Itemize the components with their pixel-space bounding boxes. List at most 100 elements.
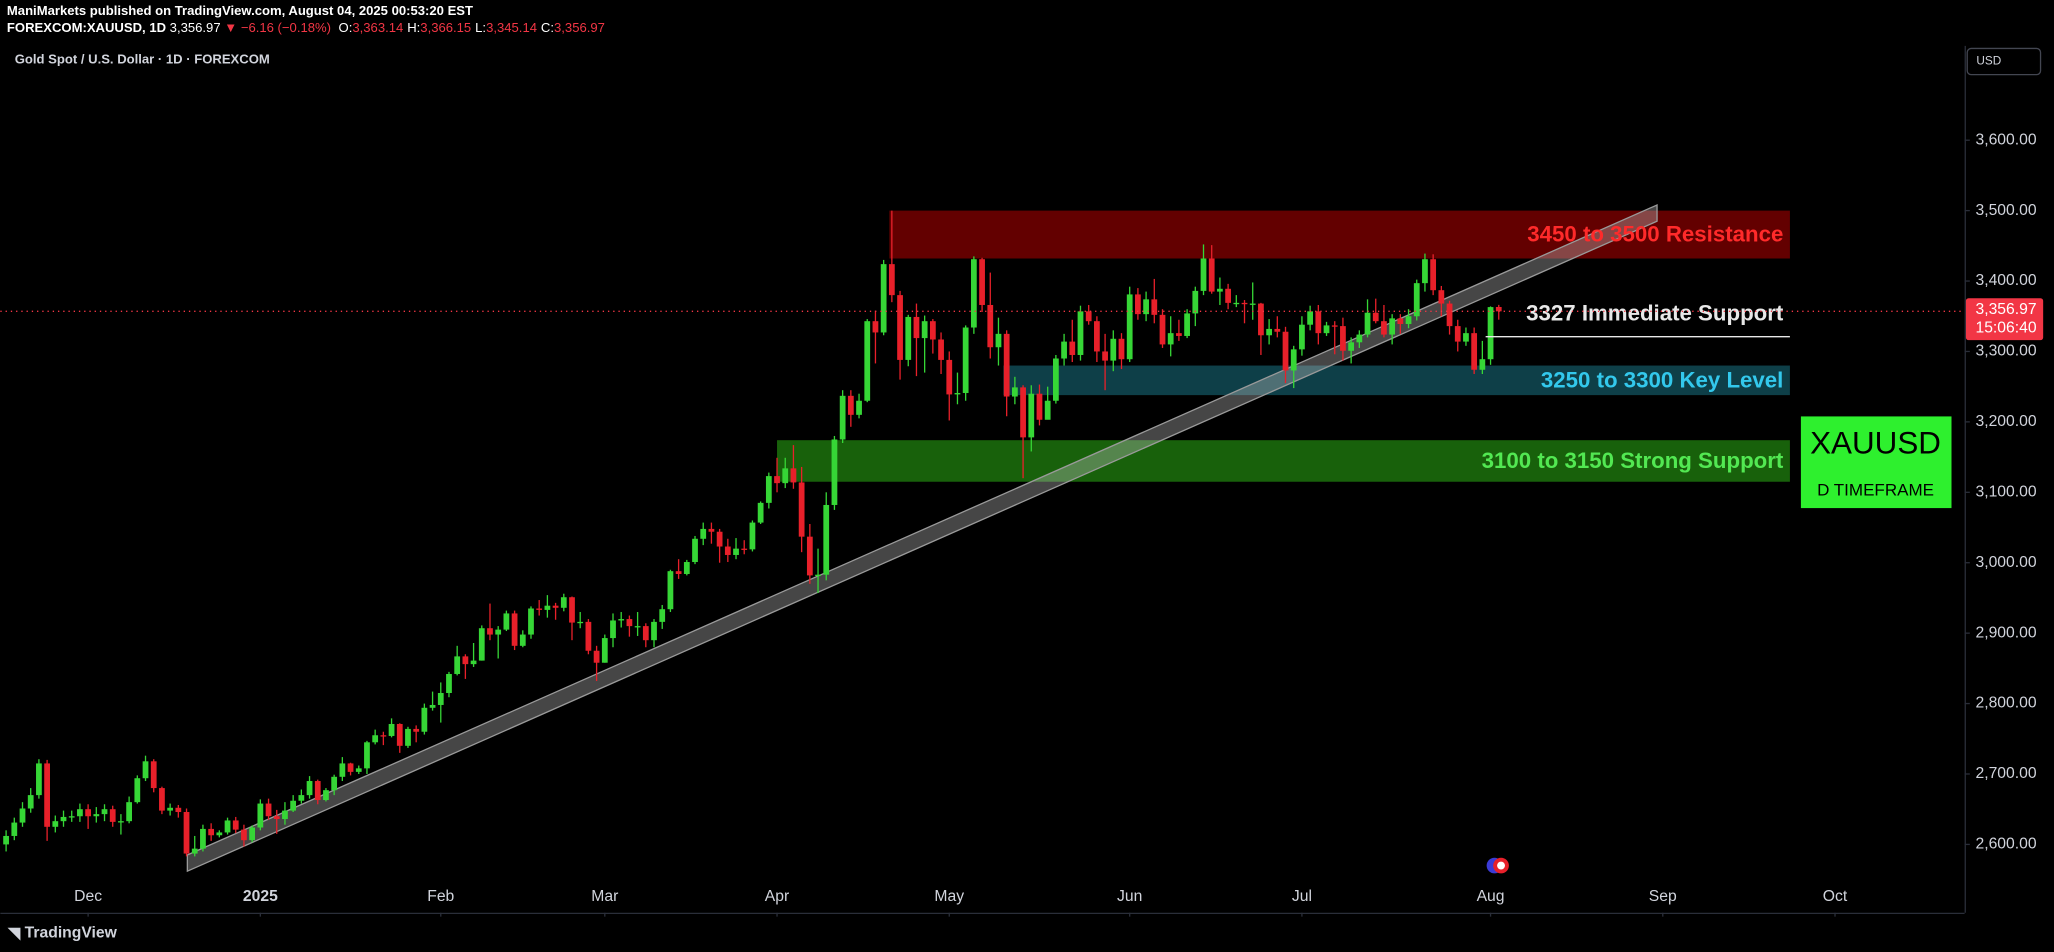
candle-body: [142, 761, 149, 779]
y-tick-label: 2,900.00: [1975, 624, 2036, 641]
candle-body: [872, 321, 879, 333]
news-icon: [1486, 857, 1509, 874]
candle-body: [1487, 307, 1494, 360]
currency-button[interactable]: [1966, 47, 2042, 76]
candle-body: [1299, 324, 1305, 350]
candle-body: [421, 707, 428, 732]
candle-body: [782, 468, 789, 484]
candle-body: [134, 778, 141, 803]
x-tick-label: Dec: [74, 888, 102, 905]
candle-body: [1151, 299, 1158, 315]
candle-body: [314, 781, 321, 801]
candle-body: [495, 629, 502, 635]
x-tick-label: Jul: [1292, 888, 1312, 905]
candle-body: [536, 608, 543, 610]
candle-body: [995, 333, 1002, 348]
candle-body: [126, 802, 133, 822]
candle-body: [191, 848, 198, 854]
candle-body: [585, 621, 592, 651]
candle-body: [372, 735, 379, 743]
y-tick-label: 3,400.00: [1975, 272, 2036, 289]
x-tick-label: Aug: [1477, 888, 1505, 905]
candle-body: [683, 562, 690, 574]
candle-body: [1077, 311, 1084, 355]
candle-body: [954, 393, 961, 395]
candle-body: [905, 316, 912, 360]
candle-body: [560, 597, 567, 608]
zone: [1003, 365, 1790, 396]
candle-body: [806, 536, 813, 576]
candle-body: [364, 742, 370, 769]
ohlc-value: 3,356.97: [554, 20, 605, 35]
candle-body: [1044, 400, 1051, 420]
candle-body: [700, 528, 707, 539]
candle-body: [765, 476, 772, 503]
candle-body: [1052, 358, 1059, 401]
candle-body: [1192, 290, 1199, 314]
y-tick-label: 2,800.00: [1975, 695, 2036, 712]
y-tick-label: 3,500.00: [1975, 202, 2036, 219]
candle-body: [249, 827, 256, 841]
candle-body: [3, 835, 9, 845]
candle-body: [708, 528, 715, 532]
x-tick-label: 2025: [243, 888, 278, 905]
candle-body: [1233, 302, 1240, 305]
price: 3,356.97: [170, 20, 221, 35]
last-price-label: 3,356.97: [1975, 301, 2036, 318]
badge-subtitle: D TIMEFRAME: [1817, 481, 1934, 500]
candle-body: [1413, 283, 1420, 317]
x-tick-label: Oct: [1823, 888, 1848, 905]
candle-body: [27, 795, 34, 809]
candle-body: [355, 768, 362, 772]
candle-body: [1143, 299, 1149, 315]
candle-body: [659, 609, 666, 622]
candle-body: [880, 264, 887, 333]
candle-body: [733, 548, 739, 555]
candle-body: [1208, 258, 1215, 292]
candle-body: [470, 660, 477, 665]
candle-body: [159, 788, 165, 811]
x-tick-label: Jun: [1117, 888, 1142, 905]
candle-body: [970, 259, 977, 328]
x-tick-label: Sep: [1649, 888, 1677, 905]
y-tick-label: 2,600.00: [1975, 836, 2036, 853]
candle-body: [60, 816, 67, 822]
candle-body: [864, 321, 871, 401]
candle-body: [323, 790, 329, 801]
candle-body: [577, 621, 584, 624]
zone: [777, 440, 1790, 482]
countdown: 15:06:40: [1975, 320, 2036, 337]
candle-body: [1028, 393, 1035, 438]
candle-body: [1118, 338, 1125, 360]
y-tick-label: 3,100.00: [1975, 483, 2036, 500]
candle-body: [946, 359, 953, 395]
candle-body: [1356, 334, 1363, 343]
ohlc-key: O:: [339, 20, 353, 35]
candle-body: [77, 809, 83, 817]
zone-label: 3450 to 3500 Resistance: [1527, 222, 1783, 247]
candle-body: [1315, 311, 1322, 334]
candle-body: [396, 723, 403, 746]
candle-body: [1085, 311, 1092, 322]
candle-body: [1290, 349, 1297, 371]
candle-body: [1364, 312, 1371, 335]
candle-body: [1397, 318, 1404, 324]
candle-body: [593, 650, 600, 663]
candle-body: [232, 820, 239, 830]
candle-body: [610, 620, 616, 639]
candle-body: [454, 656, 461, 674]
symbol-line: FOREXCOM:XAUUSD, 1D 3,356.97 ▼ −6.16 (−0…: [7, 20, 605, 35]
candle-body: [93, 814, 100, 817]
candle-body: [1430, 259, 1437, 291]
candle-body: [290, 800, 297, 811]
candle-body: [757, 502, 764, 523]
candle-body: [1094, 321, 1100, 352]
candle-body: [839, 395, 846, 440]
candle-body: [68, 816, 75, 818]
candle-body: [347, 763, 354, 772]
badge: [1800, 416, 1952, 509]
candle-body: [798, 482, 805, 537]
x-tick-label: Apr: [765, 888, 789, 905]
candle-body: [331, 776, 338, 791]
